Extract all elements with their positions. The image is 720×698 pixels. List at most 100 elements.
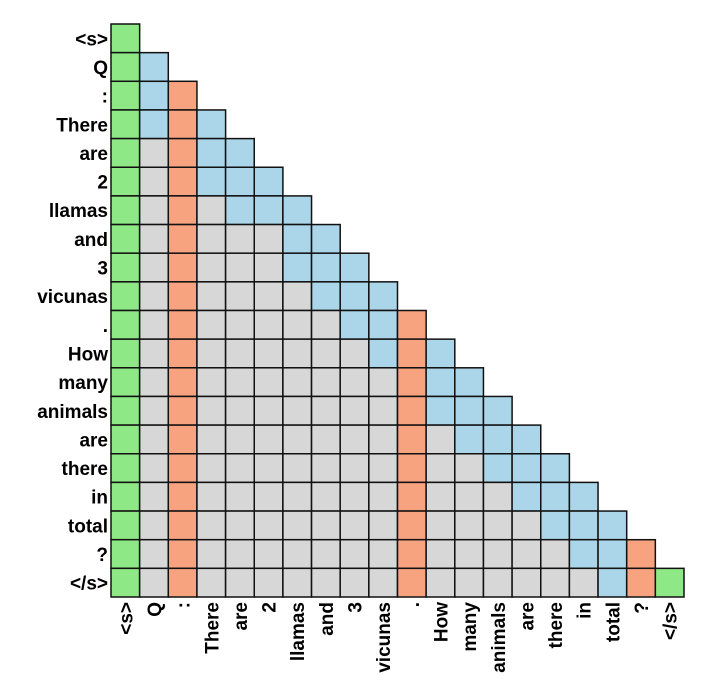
mask-cell-blue bbox=[568, 481, 599, 512]
mask-cell-gray bbox=[425, 510, 456, 541]
mask-cell-gray bbox=[454, 453, 485, 484]
mask-cell-blue bbox=[196, 137, 227, 169]
mask-cell-gray bbox=[310, 395, 341, 426]
mask-cell-gray bbox=[224, 538, 256, 570]
mask-cell-gray bbox=[339, 510, 370, 541]
mask-cell-gray bbox=[368, 510, 399, 541]
column-label: and bbox=[317, 602, 338, 636]
mask-cell-green bbox=[110, 51, 141, 83]
row-label: in bbox=[91, 488, 108, 509]
mask-cell-gray bbox=[224, 252, 256, 283]
mask-cell-gray bbox=[138, 137, 170, 169]
mask-cell-blue bbox=[568, 538, 599, 570]
column-label: are bbox=[231, 602, 252, 631]
mask-cell-gray bbox=[425, 538, 456, 570]
mask-cell-gray bbox=[425, 424, 456, 455]
row-label: 2 bbox=[97, 173, 108, 194]
mask-cell-gray bbox=[196, 195, 227, 226]
mask-cell-gray bbox=[138, 309, 170, 340]
mask-cell-gray bbox=[339, 481, 370, 512]
mask-cell-gray bbox=[282, 281, 313, 312]
mask-cell-blue bbox=[568, 510, 599, 541]
row-label: 3 bbox=[97, 259, 108, 280]
mask-cell-gray bbox=[196, 309, 227, 340]
mask-cell-blue bbox=[597, 538, 628, 570]
mask-cell-blue bbox=[253, 166, 284, 197]
mask-cell-gray bbox=[339, 395, 370, 426]
mask-cell-gray bbox=[196, 281, 227, 312]
mask-cell-orange bbox=[396, 395, 427, 426]
mask-cell-orange bbox=[167, 395, 198, 426]
row-label: : bbox=[102, 87, 108, 108]
mask-cell-blue bbox=[425, 395, 456, 426]
mask-cell-gray bbox=[138, 510, 170, 541]
mask-cell-blue bbox=[540, 453, 571, 484]
mask-cell-gray bbox=[196, 481, 227, 512]
mask-cell-green bbox=[110, 567, 141, 598]
mask-cell-gray bbox=[253, 424, 284, 455]
row-label: llamas bbox=[49, 201, 108, 222]
mask-cell-gray bbox=[282, 395, 313, 426]
mask-cell-blue bbox=[196, 109, 227, 140]
mask-cell-gray bbox=[253, 453, 284, 484]
mask-cell-gray bbox=[310, 481, 341, 512]
mask-cell-orange bbox=[167, 538, 198, 570]
mask-cell-gray bbox=[138, 195, 170, 226]
mask-cell-blue bbox=[138, 109, 170, 140]
mask-cell-gray bbox=[224, 510, 256, 541]
mask-cell-gray bbox=[310, 538, 341, 570]
row-label: are bbox=[79, 144, 108, 165]
mask-cell-green bbox=[110, 137, 141, 169]
row-label: and bbox=[74, 230, 108, 251]
mask-cell-gray bbox=[138, 395, 170, 426]
mask-cell-gray bbox=[224, 223, 256, 254]
mask-cell-blue bbox=[310, 223, 341, 254]
mask-cell-gray bbox=[282, 338, 313, 369]
mask-cell-orange bbox=[396, 424, 427, 455]
mask-cell-gray bbox=[196, 510, 227, 541]
mask-cell-orange bbox=[167, 338, 198, 369]
mask-cell-orange bbox=[167, 567, 198, 598]
mask-cell-blue bbox=[224, 137, 256, 169]
row-label: . bbox=[103, 316, 108, 337]
mask-cell-orange bbox=[167, 424, 198, 455]
mask-cell-blue bbox=[368, 309, 399, 340]
mask-cell-gray bbox=[339, 367, 370, 398]
mask-cell-gray bbox=[253, 510, 284, 541]
column-label: llamas bbox=[288, 602, 309, 661]
mask-cell-gray bbox=[224, 309, 256, 340]
mask-cell-gray bbox=[253, 567, 284, 598]
mask-cell-gray bbox=[196, 424, 227, 455]
mask-cell-green bbox=[110, 453, 141, 484]
mask-cell-orange bbox=[167, 223, 198, 254]
column-label: 2 bbox=[260, 602, 281, 613]
mask-cell-gray bbox=[253, 223, 284, 254]
mask-cell-gray bbox=[224, 395, 256, 426]
row-label: many bbox=[58, 373, 108, 394]
mask-cell-green bbox=[110, 338, 141, 369]
mask-cell-green bbox=[110, 252, 141, 283]
mask-cell-gray bbox=[339, 338, 370, 369]
mask-cell-gray bbox=[310, 367, 341, 398]
mask-cell-blue bbox=[282, 252, 313, 283]
mask-cell-gray bbox=[482, 538, 513, 570]
mask-cell-blue bbox=[339, 252, 370, 283]
mask-cell-gray bbox=[196, 538, 227, 570]
mask-cell-orange bbox=[396, 309, 427, 340]
mask-cell-orange bbox=[396, 481, 427, 512]
mask-cell-blue bbox=[540, 510, 571, 541]
mask-cell-blue bbox=[138, 51, 170, 83]
attention-mask-grid bbox=[110, 23, 685, 598]
mask-cell-gray bbox=[282, 538, 313, 570]
column-label: animals bbox=[489, 602, 510, 673]
mask-cell-gray bbox=[282, 481, 313, 512]
mask-cell-green bbox=[110, 80, 141, 111]
mask-cell-green bbox=[110, 395, 141, 426]
mask-cell-orange bbox=[396, 510, 427, 541]
mask-cell-gray bbox=[425, 453, 456, 484]
mask-cell-blue bbox=[454, 367, 485, 398]
mask-cell-gray bbox=[253, 252, 284, 283]
mask-cell-gray bbox=[425, 481, 456, 512]
row-label: </s> bbox=[70, 574, 108, 595]
